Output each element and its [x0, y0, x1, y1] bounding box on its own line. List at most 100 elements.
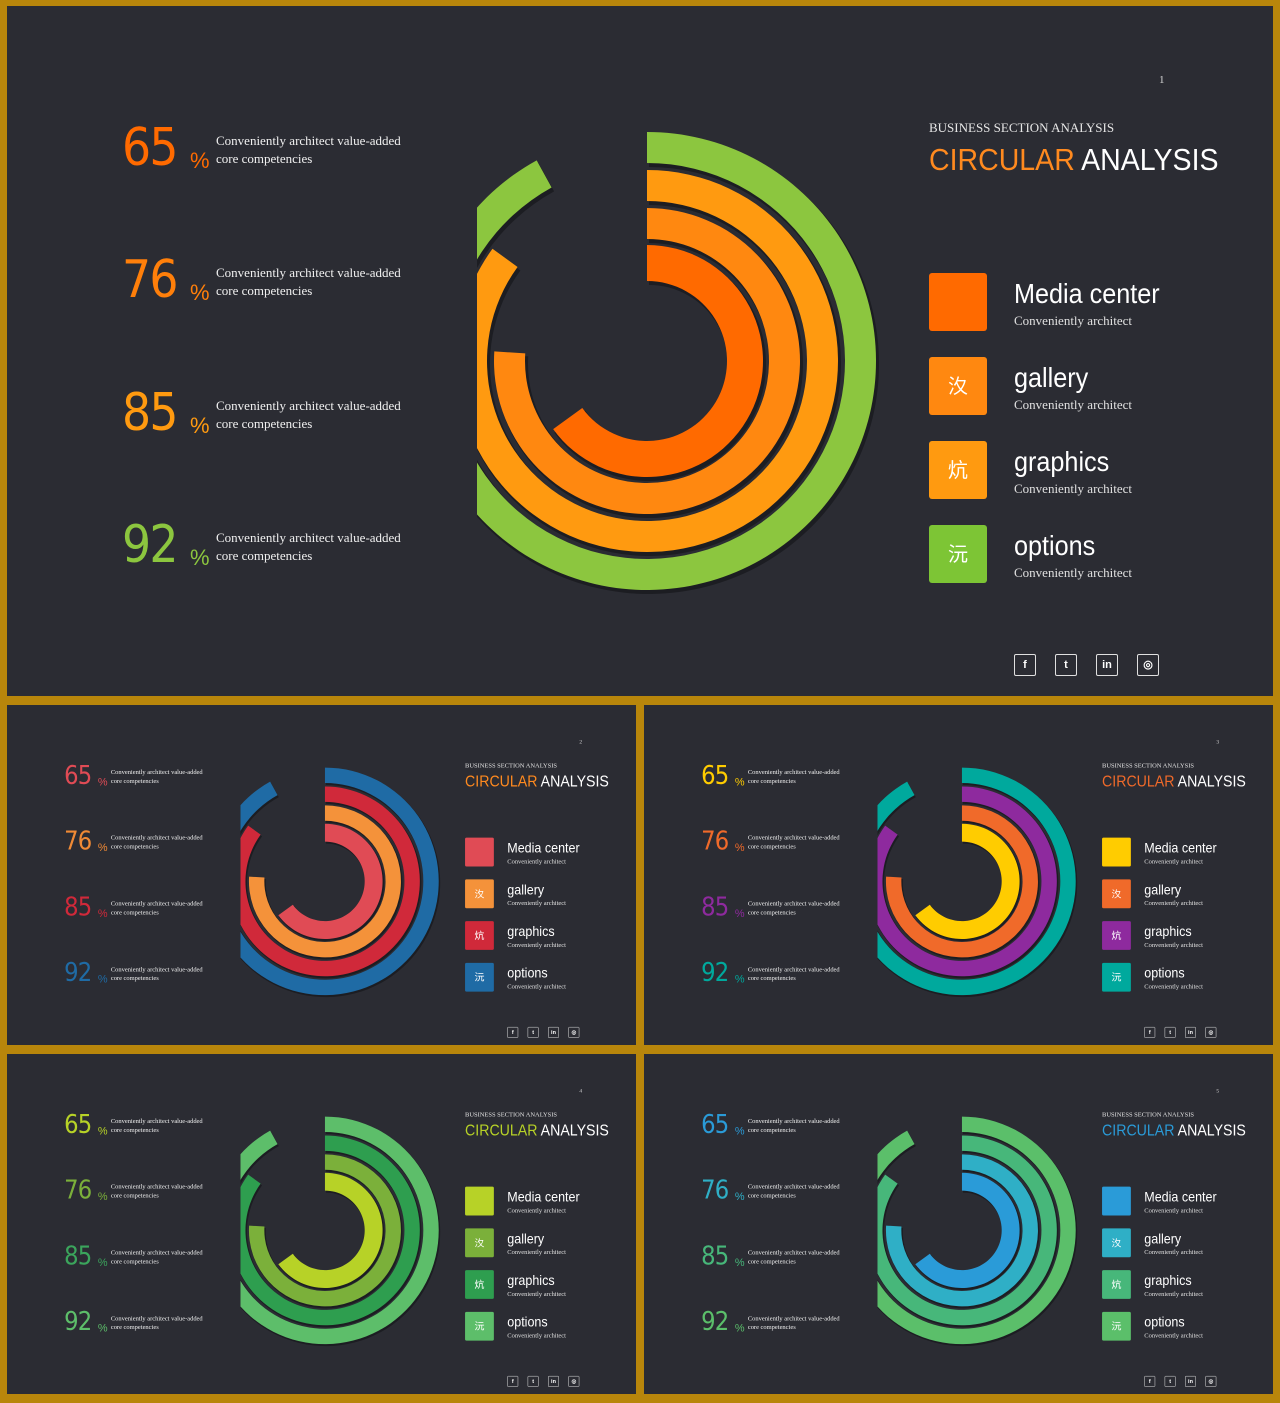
stat-value: 85: [64, 1241, 92, 1272]
stat-percent-sign: %: [190, 280, 210, 305]
legend-sublabel: Conveniently architect: [1144, 1331, 1203, 1340]
twitter-icon[interactable]: t: [1164, 1026, 1176, 1038]
stat-item: 65% Conveniently architect value-added cor…: [701, 763, 855, 793]
twitter-icon[interactable]: t: [1164, 1375, 1176, 1387]
stat-description-line: core competencies: [110, 1257, 159, 1266]
linkedin-icon[interactable]: in: [1185, 1375, 1196, 1387]
stat-description: Conveniently architect value-added core c…: [748, 1248, 852, 1266]
stat-description-line: Conveniently architect value-added: [747, 833, 840, 842]
slide-2: 2 65% Conveniently architect value-added co…: [7, 705, 636, 1045]
legend-sublabel: Conveniently architect: [1144, 1206, 1203, 1214]
stat-description-line: core competencies: [216, 283, 313, 298]
linkedin-icon[interactable]: in: [1096, 654, 1118, 676]
stat-description: Conveniently architect value-added core c…: [748, 965, 852, 983]
facebook-icon[interactable]: f: [507, 1375, 519, 1387]
linkedin-icon[interactable]: in: [548, 1375, 559, 1387]
section-subtitle: BUSINESS SECTION ANALYSIS: [929, 120, 1115, 135]
legend-item: 炕 graphics Conveniently architect: [929, 441, 1259, 501]
ring-bar-media-center: [915, 823, 1020, 939]
stat-item: 92% Conveniently architect value-added cor…: [701, 1309, 855, 1339]
stat-description-line: Conveniently architect value-added: [747, 1182, 840, 1191]
legend-sublabel: Conveniently architect: [1014, 481, 1133, 496]
stat-description: Conveniently architect value-added core c…: [216, 132, 426, 168]
slide-4: 4 65% Conveniently architect value-added co…: [7, 1054, 636, 1394]
stat-description-line: core competencies: [110, 1323, 159, 1331]
legend-sublabel: Conveniently architect: [507, 1289, 566, 1298]
stat-description-line: core competencies: [216, 151, 313, 166]
stat-percent-sign: %: [97, 775, 108, 788]
instagram-icon[interactable]: ◎: [568, 1375, 580, 1387]
stat-percent-sign: %: [734, 775, 745, 788]
stat-description-line: core competencies: [747, 842, 796, 851]
ring-bar-media-center: [278, 1172, 383, 1288]
stat-description-line: core competencies: [747, 1323, 796, 1331]
circular-chart-svg: [211, 767, 441, 998]
stat-value: 65: [64, 1109, 92, 1140]
legend-swatch: 炕: [1102, 1270, 1131, 1299]
stat-value: 85: [701, 1241, 729, 1272]
facebook-icon[interactable]: f: [507, 1026, 519, 1038]
facebook-icon[interactable]: f: [1144, 1375, 1156, 1387]
page-title: CIRCULAR ANALYSIS: [1102, 773, 1246, 791]
legend-label: Media center: [1014, 278, 1160, 309]
instagram-icon[interactable]: ◎: [1137, 654, 1159, 676]
legend-label: Media center: [507, 840, 580, 856]
instagram-icon[interactable]: ◎: [1205, 1375, 1217, 1387]
twitter-icon[interactable]: t: [527, 1375, 539, 1387]
legend-item: 沅 options Conveniently architect: [465, 1311, 629, 1342]
legend-item: 沅 options Conveniently architect: [465, 962, 629, 993]
stat-value: 76: [64, 826, 92, 857]
stat-description-line: Conveniently architect value-added: [216, 133, 401, 148]
facebook-icon[interactable]: f: [1014, 654, 1036, 676]
section-subtitle: BUSINESS SECTION ANALYSIS: [465, 1110, 557, 1119]
circular-chart-svg: [848, 767, 1078, 998]
twitter-icon[interactable]: t: [1055, 654, 1077, 676]
legend-sublabel: Conveniently architect: [507, 899, 566, 907]
stat-item: 85% Conveniently architect value-added cor…: [122, 387, 432, 447]
stat-item: 92% Conveniently architect value-added cor…: [122, 519, 432, 579]
stat-value: 92: [701, 957, 729, 988]
legend-item: 炕 graphics Conveniently architect: [465, 921, 629, 951]
stat-value: 65: [122, 118, 178, 178]
stat-description-line: core competencies: [747, 908, 796, 917]
stat-description: Conveniently architect value-added core c…: [748, 768, 852, 786]
stat-item: 76% Conveniently architect value-added cor…: [122, 254, 432, 314]
stat-description: Conveniently architect value-added core c…: [748, 833, 852, 851]
legend-item: 沅 options Conveniently architect: [1102, 1311, 1266, 1342]
stat-description-line: core competencies: [747, 777, 796, 785]
stat-description: Conveniently architect value-added core c…: [216, 397, 426, 433]
legend-label: graphics: [507, 1272, 555, 1288]
page-number: 4: [579, 1087, 583, 1094]
legend-item: Media center Conveniently architect: [929, 273, 1259, 333]
stat-value: 65: [701, 760, 729, 791]
legend-item: Media center Conveniently architect: [1102, 837, 1266, 868]
stat-description: Conveniently architect value-added core c…: [748, 899, 852, 917]
legend-swatch: [465, 837, 494, 867]
legend-label: options: [507, 1314, 548, 1330]
stat-description-line: Conveniently architect value-added: [747, 768, 840, 776]
stat-item: 76% Conveniently architect value-added cor…: [701, 1177, 855, 1207]
stat-percent-sign: %: [190, 545, 210, 570]
legend-label: gallery: [1144, 881, 1182, 898]
instagram-icon[interactable]: ◎: [568, 1026, 580, 1038]
linkedin-icon[interactable]: in: [548, 1026, 559, 1038]
legend-swatch: 汷: [929, 357, 987, 415]
legend-sublabel: Conveniently architect: [1144, 982, 1203, 991]
facebook-icon[interactable]: f: [1144, 1026, 1156, 1038]
twitter-icon[interactable]: t: [527, 1026, 539, 1038]
legend-item: 汷 gallery Conveniently architect: [929, 357, 1259, 417]
stat-percent-sign: %: [97, 1190, 108, 1203]
legend-sublabel: Conveniently architect: [507, 1248, 566, 1256]
legend-sublabel: Conveniently architect: [507, 982, 566, 991]
instagram-icon[interactable]: ◎: [1205, 1026, 1217, 1038]
linkedin-icon[interactable]: in: [1185, 1026, 1196, 1038]
slide-3: 3 65% Conveniently architect value-added co…: [644, 705, 1273, 1045]
stat-item: 76% Conveniently architect value-added cor…: [701, 828, 855, 858]
stat-description-line: Conveniently architect value-added: [216, 530, 401, 545]
stat-description: Conveniently architect value-added core c…: [111, 768, 215, 786]
stat-description: Conveniently architect value-added core c…: [111, 1248, 215, 1266]
stat-value: 92: [701, 1306, 729, 1337]
legend-item: Media center Conveniently architect: [465, 1186, 629, 1217]
stat-percent-sign: %: [97, 1321, 108, 1335]
page-title: CIRCULAR ANALYSIS: [465, 773, 609, 791]
